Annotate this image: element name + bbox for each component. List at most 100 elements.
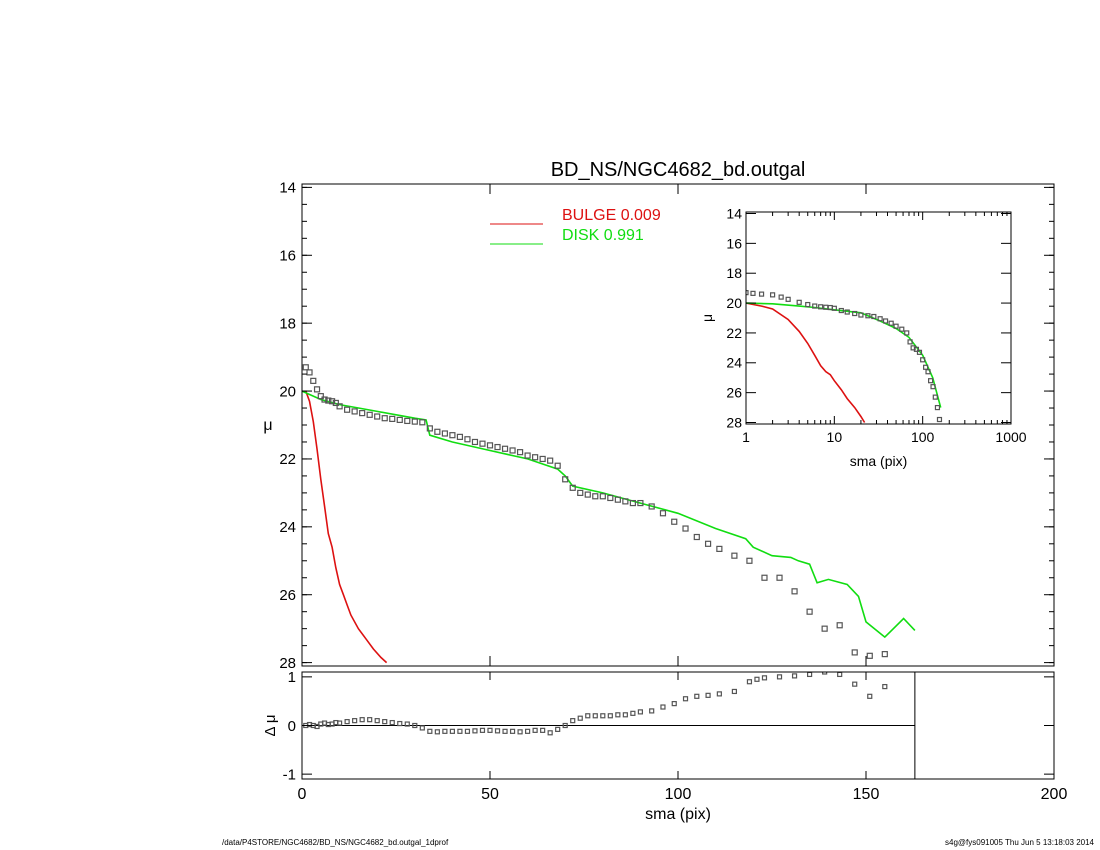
residual-data-point: [562, 722, 568, 729]
inset-x-axis-label: sma (pix): [850, 453, 908, 469]
inset-ytick-label: 22: [726, 325, 742, 341]
legend-disk-label: DISK 0.991: [562, 227, 644, 244]
residual-data-point: [547, 730, 553, 736]
residual-data-point: [776, 674, 783, 680]
residual-data-point: [761, 675, 768, 681]
main-data-point: [693, 533, 700, 541]
residual-xtick-label: 50: [481, 786, 499, 803]
inset-data-point: [818, 304, 824, 310]
residual-data-point: [412, 722, 418, 729]
main-data-point: [396, 416, 403, 424]
residual-ytick-label: 1: [288, 669, 296, 686]
main-data-point: [599, 493, 606, 500]
inset-data-point: [838, 307, 844, 314]
main-data-point: [532, 454, 539, 461]
main-data-point: [419, 419, 426, 426]
main-data-point: [704, 540, 712, 547]
inset-data-point: [858, 312, 864, 318]
inset-plot-frame: [745, 211, 1012, 425]
inset-data-point: [805, 301, 811, 308]
inset-data-point: [844, 309, 850, 315]
main-data-point: [524, 452, 531, 459]
residual-data-point: [607, 713, 613, 719]
main-disk-line: [302, 390, 916, 639]
main-data-point: [577, 489, 584, 496]
inset-xtick-label: 100: [911, 429, 935, 445]
inset-data-point: [916, 349, 923, 355]
residual-data-point: [540, 727, 546, 733]
inset-log-plot: 14 16 18 20 22 24 26 281 10 100 1000 sma (pix) μ: [699, 205, 1027, 469]
residual-data-point: [671, 701, 677, 707]
residual-data-point: [615, 712, 621, 718]
main-data-point: [302, 364, 309, 371]
inset-ytick-label: 20: [726, 295, 742, 311]
inset-data-point: [920, 357, 926, 363]
residual-data-point: [517, 729, 523, 735]
main-data-point: [456, 433, 464, 440]
main-bulge-line: [305, 390, 388, 664]
inset-data-point: [785, 296, 791, 302]
inset-data-point: [865, 313, 871, 319]
residual-ytick-label: 0: [288, 718, 296, 735]
main-clip-marks: [302, 364, 916, 664]
residual-data-point: [337, 720, 343, 726]
main-data-point: [321, 396, 328, 403]
residual-xtick-label: 0: [298, 786, 307, 803]
inset-ytick-label: 18: [726, 265, 742, 281]
main-data-point: [682, 525, 689, 532]
main-data-point: [836, 622, 843, 629]
residual-data-point: [791, 673, 798, 679]
footer-timestamp: s4g@fys091005 Thu Jun 5 13:18:03 2014: [945, 838, 1094, 847]
main-data-point: [494, 443, 501, 451]
residual-data-point: [694, 693, 700, 699]
inset-data-point: [899, 326, 905, 332]
residual-xtick-label: 100: [665, 786, 692, 803]
main-data-point: [592, 493, 599, 500]
residual-data-point: [746, 679, 753, 685]
inset-ytick-label: 14: [726, 205, 742, 221]
inset-data-point: [852, 310, 858, 317]
main-profile-plot: 14 16 18 20 22 24 26 28 μ BULGE 0.009 DISK 0.991: [263, 180, 1055, 672]
main-data-point: [547, 457, 554, 464]
main-data-point: [776, 574, 783, 581]
residual-data-point: [502, 728, 508, 734]
residual-data-point: [487, 727, 493, 733]
inset-data-point: [796, 299, 802, 305]
residual-data-point: [577, 715, 583, 721]
main-data-point: [821, 625, 828, 632]
residual-data-point: [806, 672, 813, 678]
main-data-point: [614, 496, 621, 503]
residual-y-axis-label: Δ μ: [262, 714, 279, 736]
main-ytick-label: 14: [279, 180, 296, 197]
main-y-axis-label: μ: [263, 417, 272, 434]
residual-data-point: [622, 712, 628, 718]
residual-data-point: [852, 681, 858, 687]
inset-data-point: [831, 305, 837, 311]
residual-data-point: [367, 717, 373, 723]
main-data-point: [374, 413, 381, 420]
inset-data-point: [769, 292, 776, 298]
residual-data-point: [374, 718, 380, 724]
main-data-point: [562, 476, 569, 483]
inset-data-point: [928, 378, 934, 384]
main-data-point: [310, 377, 317, 384]
main-data-point: [449, 432, 456, 439]
residual-data-point: [427, 728, 433, 734]
inset-clip-marks: [746, 290, 943, 423]
main-ytick-label: 22: [279, 451, 296, 468]
chart-title: BD_NS/NGC4682_bd.outgal: [551, 159, 806, 181]
main-data-point: [381, 415, 388, 422]
residual-data-point: [464, 728, 471, 734]
residual-data-point: [660, 704, 666, 710]
footer-file-path: /data/P4STORE/NGC4682/BD_NS/NGC4682_bd.o…: [222, 838, 449, 847]
residual-data-point: [344, 719, 350, 725]
residual-data-point: [705, 692, 711, 698]
main-data-point: [351, 408, 358, 415]
inset-data-point: [778, 294, 784, 300]
main-data-point: [554, 462, 561, 469]
main-data-point: [479, 440, 486, 447]
main-data-point: [622, 498, 629, 505]
main-data-point: [441, 430, 448, 437]
residual-data-point: [882, 683, 888, 690]
main-ytick-label: 26: [279, 587, 296, 604]
